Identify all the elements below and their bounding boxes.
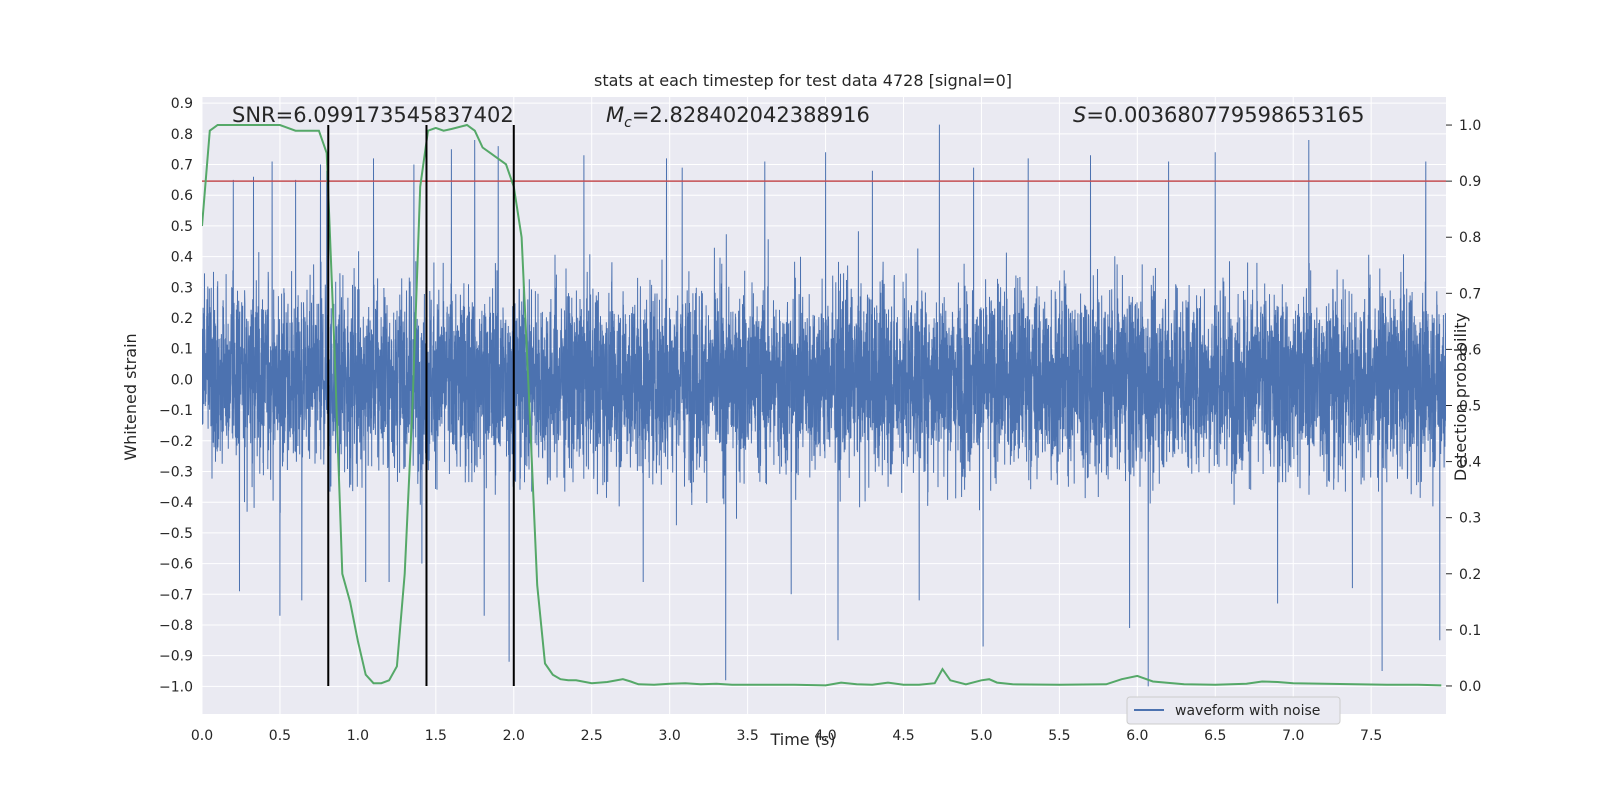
x-tick-label: 0.5	[269, 728, 291, 744]
y-right-tick-label: 1.0	[1459, 118, 1481, 134]
x-tick-label: 0.0	[191, 728, 213, 744]
y-right-tick-label: 0.0	[1459, 679, 1481, 695]
plot-content	[202, 123, 1446, 687]
legend: waveform with noise	[1126, 696, 1341, 725]
y-right-tick-label: 0.7	[1459, 286, 1481, 302]
y-right-tick-label: 0.4	[1459, 455, 1481, 471]
y-left-tick-label: 0.3	[171, 280, 193, 296]
x-tick-label: 5.5	[1048, 728, 1070, 744]
x-tick-label: 3.5	[736, 728, 758, 744]
s-value: =0.003680779598653165	[1086, 103, 1364, 127]
y-right-axis-label: Detection probability	[1451, 313, 1470, 481]
y-left-tick-label: −0.6	[159, 557, 193, 573]
mc-symbol: M	[606, 103, 624, 127]
chart-title: stats at each timestep for test data 472…	[594, 71, 1012, 90]
x-tick-label: 3.0	[659, 728, 681, 744]
x-tick-label: 7.0	[1282, 728, 1304, 744]
y-right-tick-label: 0.8	[1459, 230, 1481, 246]
y-right-tick-label: 0.5	[1459, 399, 1481, 415]
legend-label: waveform with noise	[1175, 703, 1320, 719]
x-tick-label: 1.5	[425, 728, 447, 744]
x-tick-label: 7.5	[1360, 728, 1382, 744]
chirp-mass-annotation: Mc=2.828402042388916	[606, 103, 870, 131]
y-left-axis-label: Whitened strain	[121, 333, 140, 460]
vertical-markers	[327, 125, 515, 686]
waveform-line	[202, 124, 1446, 687]
x-tick-label: 4.0	[814, 728, 836, 744]
y-left-tick-label: −0.3	[159, 464, 193, 480]
y-right-tick-label: 0.1	[1459, 623, 1481, 639]
x-tick-label: 4.5	[892, 728, 914, 744]
y-left-tick-label: 0.8	[171, 127, 193, 143]
legend-box	[1126, 696, 1341, 725]
waveform-series	[202, 124, 1446, 687]
y-right-tick-label: 0.9	[1459, 174, 1481, 190]
y-left-tick-label: −1.0	[159, 679, 193, 695]
y-right-tick-label: 0.3	[1459, 511, 1481, 527]
x-axis-ticks: 0.0 0.5 1.0 1.5 2.0 2.5 3.0 3.5 4.0 4.5 5.0 5.5 6.0 6…	[191, 728, 1382, 744]
y-left-tick-label: 0.7	[171, 158, 193, 174]
snr-annotation: SNR=6.099173545837402	[232, 103, 514, 127]
x-tick-label: 1.0	[347, 728, 369, 744]
y-left-tick-label: 0.0	[171, 372, 193, 388]
y-left-tick-label: −0.9	[159, 649, 193, 665]
y-left-tick-label: −0.2	[159, 434, 193, 450]
y-left-tick-label: 0.2	[171, 311, 193, 327]
y-left-axis-ticks: 0.9 0.8 0.7 0.6 0.5 0.4 0.3 0.2 0.1 0.0 −0.1 −0.2 −0…	[159, 96, 193, 695]
y-left-tick-label: −0.4	[159, 495, 193, 511]
x-axis-label: Time (s)	[769, 730, 835, 749]
y-left-tick-label: −0.7	[159, 587, 193, 603]
mc-value: =2.828402042388916	[632, 103, 870, 127]
y-left-tick-label: 0.4	[171, 250, 193, 266]
y-right-tick-label: 0.6	[1459, 342, 1481, 358]
y-right-axis-ticks: 1.0 0.9 0.8 0.7 0.6 0.5 0.4 0.3 0.2 0.1 0.0	[1446, 118, 1481, 695]
y-right-tick-label: 0.2	[1459, 567, 1481, 583]
x-tick-label: 2.5	[581, 728, 603, 744]
x-tick-label: 6.5	[1204, 728, 1226, 744]
y-left-tick-label: −0.1	[159, 403, 193, 419]
s-symbol: S	[1073, 103, 1086, 127]
x-tick-label: 5.0	[970, 728, 992, 744]
y-left-tick-label: 0.9	[171, 96, 193, 112]
s-annotation: S=0.003680779598653165	[1073, 103, 1364, 127]
y-left-tick-label: 0.5	[171, 219, 193, 235]
y-left-tick-label: 0.6	[171, 188, 193, 204]
probability-series	[202, 123, 1442, 687]
probability-line	[202, 123, 1442, 687]
mc-subscript: c	[624, 115, 632, 131]
y-left-tick-label: −0.8	[159, 618, 193, 634]
x-tick-label: 2.0	[503, 728, 525, 744]
y-left-tick-label: −0.5	[159, 526, 193, 542]
y-left-tick-label: 0.1	[171, 342, 193, 358]
x-tick-label: 6.0	[1126, 728, 1148, 744]
